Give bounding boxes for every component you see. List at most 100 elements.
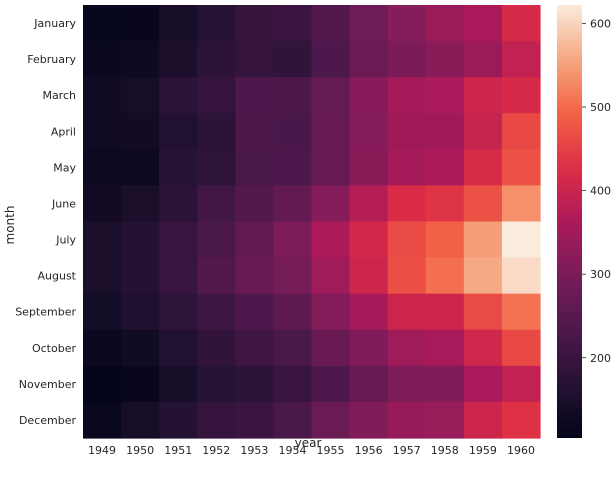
heatmap-cell	[387, 149, 427, 187]
heatmap-cell	[83, 401, 122, 439]
x-tick-label: 1951	[164, 444, 192, 457]
x-tick-label: 1960	[507, 444, 535, 457]
heatmap-cell	[349, 257, 389, 295]
y-tick-label: August	[38, 270, 77, 283]
heatmap-cell	[83, 329, 122, 367]
heatmap-cell	[463, 113, 503, 150]
heatmap-cell	[273, 293, 313, 331]
heatmap-cell	[425, 329, 465, 367]
heatmap-cell	[121, 257, 160, 295]
heatmap-cells	[83, 5, 541, 439]
heatmap-cell	[387, 221, 427, 259]
x-axis-title: year	[295, 436, 322, 450]
heatmap-cell	[349, 365, 389, 403]
heatmap-cell	[387, 257, 427, 295]
y-tick-label: February	[27, 53, 76, 66]
heatmap-cell	[235, 257, 275, 295]
heatmap-cell	[273, 5, 313, 42]
heatmap-cell	[425, 221, 465, 259]
heatmap-cell	[273, 149, 313, 187]
heatmap-cell	[387, 401, 427, 439]
x-tick-label: 1959	[469, 444, 497, 457]
x-tick-label: 1958	[431, 444, 459, 457]
heatmap-cell	[273, 77, 313, 114]
heatmap-cell	[121, 149, 160, 187]
heatmap-cell	[501, 257, 541, 295]
heatmap-cell	[159, 113, 198, 150]
heatmap-cell	[311, 221, 351, 259]
heatmap-cell	[197, 293, 236, 331]
heatmap-cell	[311, 5, 351, 42]
heatmap-cell	[273, 221, 313, 259]
heatmap-cell	[235, 329, 275, 367]
heatmap-cell	[501, 293, 541, 331]
heatmap-cell	[311, 329, 351, 367]
y-tick-label: June	[51, 197, 76, 210]
heatmap-cell	[425, 257, 465, 295]
heatmap-cell	[349, 5, 389, 42]
heatmap-cell	[83, 185, 122, 223]
heatmap-cell	[387, 113, 427, 150]
heatmap-cell	[463, 77, 503, 114]
heatmap-cell	[501, 113, 541, 150]
colorbar-tick-label: 400	[590, 185, 611, 198]
x-tick-label: 1949	[88, 444, 116, 457]
heatmap-cell	[463, 221, 503, 259]
heatmap-cell	[311, 365, 351, 403]
y-axis-ticks: January February March April May June July Augu…	[15, 17, 76, 427]
colorbar-tick-label: 200	[590, 352, 611, 365]
heatmap-cell	[387, 329, 427, 367]
x-tick-label: 1957	[393, 444, 421, 457]
heatmap-cell	[463, 257, 503, 295]
x-tick-label: 1953	[240, 444, 268, 457]
heatmap-cell	[387, 77, 427, 114]
heatmap-cell	[83, 5, 122, 42]
heatmap-cell	[349, 113, 389, 150]
y-tick-label: March	[42, 89, 76, 102]
heatmap-cell	[311, 293, 351, 331]
x-tick-label: 1956	[355, 444, 383, 457]
heatmap-cell	[425, 41, 465, 78]
heatmap-cell	[425, 149, 465, 187]
heatmap-cell	[197, 185, 236, 223]
heatmap-cell	[197, 401, 236, 439]
colorbar-ticks: 200 300 400 500 600	[582, 17, 611, 365]
heatmap-cell	[83, 41, 122, 78]
heatmap-cell	[121, 329, 160, 367]
heatmap-cell	[501, 401, 541, 439]
heatmap-cell	[121, 185, 160, 223]
heatmap-cell	[159, 293, 198, 331]
heatmap-cell	[273, 41, 313, 78]
heatmap-cell	[463, 293, 503, 331]
heatmap-cell	[83, 77, 122, 114]
heatmap-cell	[235, 221, 275, 259]
heatmap-cell	[121, 293, 160, 331]
heatmap-cell	[235, 113, 275, 150]
heatmap-cell	[197, 5, 236, 42]
x-tick-label: 1954	[278, 444, 306, 457]
y-tick-label: May	[53, 161, 76, 174]
heatmap-cell	[425, 5, 465, 42]
heatmap-cell	[197, 329, 236, 367]
heatmap-cell	[235, 293, 275, 331]
heatmap-cell	[159, 149, 198, 187]
heatmap-cell	[121, 365, 160, 403]
heatmap-cell	[425, 113, 465, 150]
heatmap-cell	[311, 113, 351, 150]
heatmap-cell	[273, 329, 313, 367]
heatmap-cell	[273, 401, 313, 439]
heatmap-cell	[121, 113, 160, 150]
heatmap-cell	[159, 77, 198, 114]
heatmap-cell	[197, 365, 236, 403]
heatmap-cell	[463, 329, 503, 367]
x-tick-label: 1952	[202, 444, 230, 457]
heatmap-cell	[235, 149, 275, 187]
heatmap-cell	[501, 41, 541, 78]
heatmap-cell	[349, 329, 389, 367]
heatmap-cell	[349, 293, 389, 331]
heatmap-cell	[349, 77, 389, 114]
heatmap-cell	[197, 77, 236, 114]
heatmap-cell	[501, 365, 541, 403]
heatmap-cell	[501, 149, 541, 187]
heatmap-cell	[83, 149, 122, 187]
